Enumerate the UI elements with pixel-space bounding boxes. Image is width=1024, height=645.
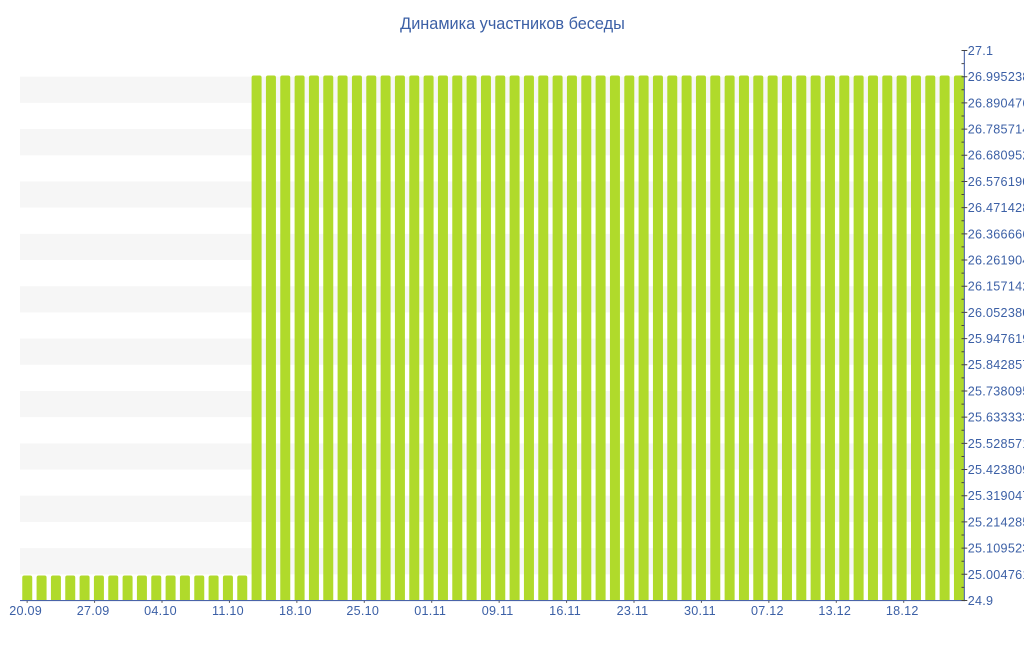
svg-text:16.11: 16.11 <box>549 604 581 618</box>
svg-text:13.12: 13.12 <box>818 604 851 618</box>
svg-text:09.11: 09.11 <box>482 604 514 618</box>
svg-text:25.4238095238095: 25.4238095238095 <box>968 463 1024 477</box>
svg-text:26.6809523809524: 26.6809523809524 <box>968 149 1024 163</box>
svg-text:25.947619047619: 25.947619047619 <box>968 332 1024 346</box>
svg-text:24.9: 24.9 <box>968 594 994 608</box>
svg-text:25.3190476190476: 25.3190476190476 <box>968 489 1024 503</box>
svg-text:25.10: 25.10 <box>346 604 379 618</box>
svg-text:26.2619047619048: 26.2619047619048 <box>968 253 1024 267</box>
svg-text:25.8428571428571: 25.8428571428571 <box>968 358 1024 372</box>
svg-text:26.4714285714286: 26.4714285714286 <box>968 201 1024 215</box>
svg-text:26.1571428571429: 26.1571428571429 <box>968 280 1024 294</box>
svg-text:27.1: 27.1 <box>968 44 994 58</box>
svg-text:25.2142857142857: 25.2142857142857 <box>968 515 1024 529</box>
svg-text:26.5761904761905: 26.5761904761905 <box>968 175 1024 189</box>
svg-text:25.6333333333333: 25.6333333333333 <box>968 411 1024 425</box>
svg-text:25.0047619047619: 25.0047619047619 <box>968 568 1024 582</box>
svg-text:11.10: 11.10 <box>212 604 244 618</box>
svg-text:07.12: 07.12 <box>751 604 784 618</box>
svg-text:25.5285714285714: 25.5285714285714 <box>968 437 1024 451</box>
svg-text:26.9952380952381: 26.9952380952381 <box>968 70 1024 84</box>
svg-text:25.1095238095238: 25.1095238095238 <box>968 542 1024 556</box>
svg-text:04.10: 04.10 <box>144 604 177 618</box>
svg-text:26.3666666666667: 26.3666666666667 <box>968 227 1024 241</box>
svg-text:26.7857142857143: 26.7857142857143 <box>968 123 1024 137</box>
svg-text:23.11: 23.11 <box>617 604 649 618</box>
svg-text:30.11: 30.11 <box>684 604 716 618</box>
svg-text:26.052380952381: 26.052380952381 <box>968 306 1024 320</box>
svg-text:27.09: 27.09 <box>77 604 110 618</box>
svg-text:26.8904761904762: 26.8904761904762 <box>968 96 1024 110</box>
svg-text:01.11: 01.11 <box>414 604 446 618</box>
svg-text:18.12: 18.12 <box>886 604 919 618</box>
svg-text:25.7380952380952: 25.7380952380952 <box>968 384 1024 398</box>
svg-text:Динамика участников беседы: Динамика участников беседы <box>400 15 625 33</box>
svg-text:18.10: 18.10 <box>279 604 312 618</box>
svg-text:20.09: 20.09 <box>9 604 42 618</box>
